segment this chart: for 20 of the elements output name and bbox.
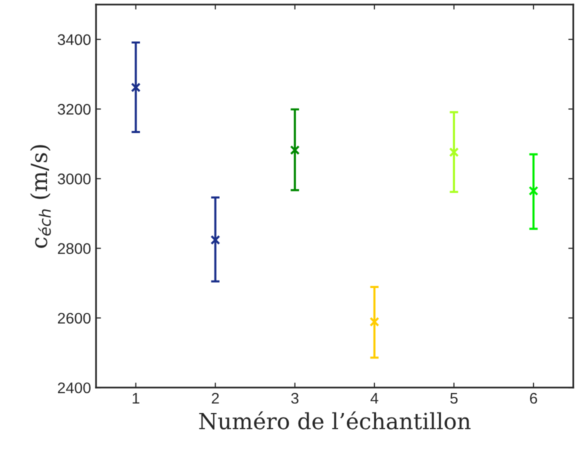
x-tick-label: 4 [370,393,378,404]
point [290,145,300,155]
y-tick-label: 3400 [58,34,91,46]
point [528,186,538,196]
y-tick-label: 3200 [58,104,91,115]
x-axis-title: Numéro de l’échantillon [199,411,471,430]
x-tick-label: 3 [291,392,298,404]
y-tick-label: 2800 [58,243,91,254]
x-tick-label: 2 [212,392,219,404]
y-tick-label: 2600 [58,312,91,324]
x-tick-label: 5 [450,393,458,404]
y-axis-title: c$_{éch}$ (m/s) [30,145,51,248]
x-tick-label: 1 [132,393,140,404]
point [370,316,380,327]
y-tick-label: 2400 [58,382,91,394]
point [130,82,141,92]
x-tick-label: 6 [530,392,538,404]
point [449,147,459,158]
y-tick-label: 3000 [58,174,91,184]
point [210,235,220,245]
